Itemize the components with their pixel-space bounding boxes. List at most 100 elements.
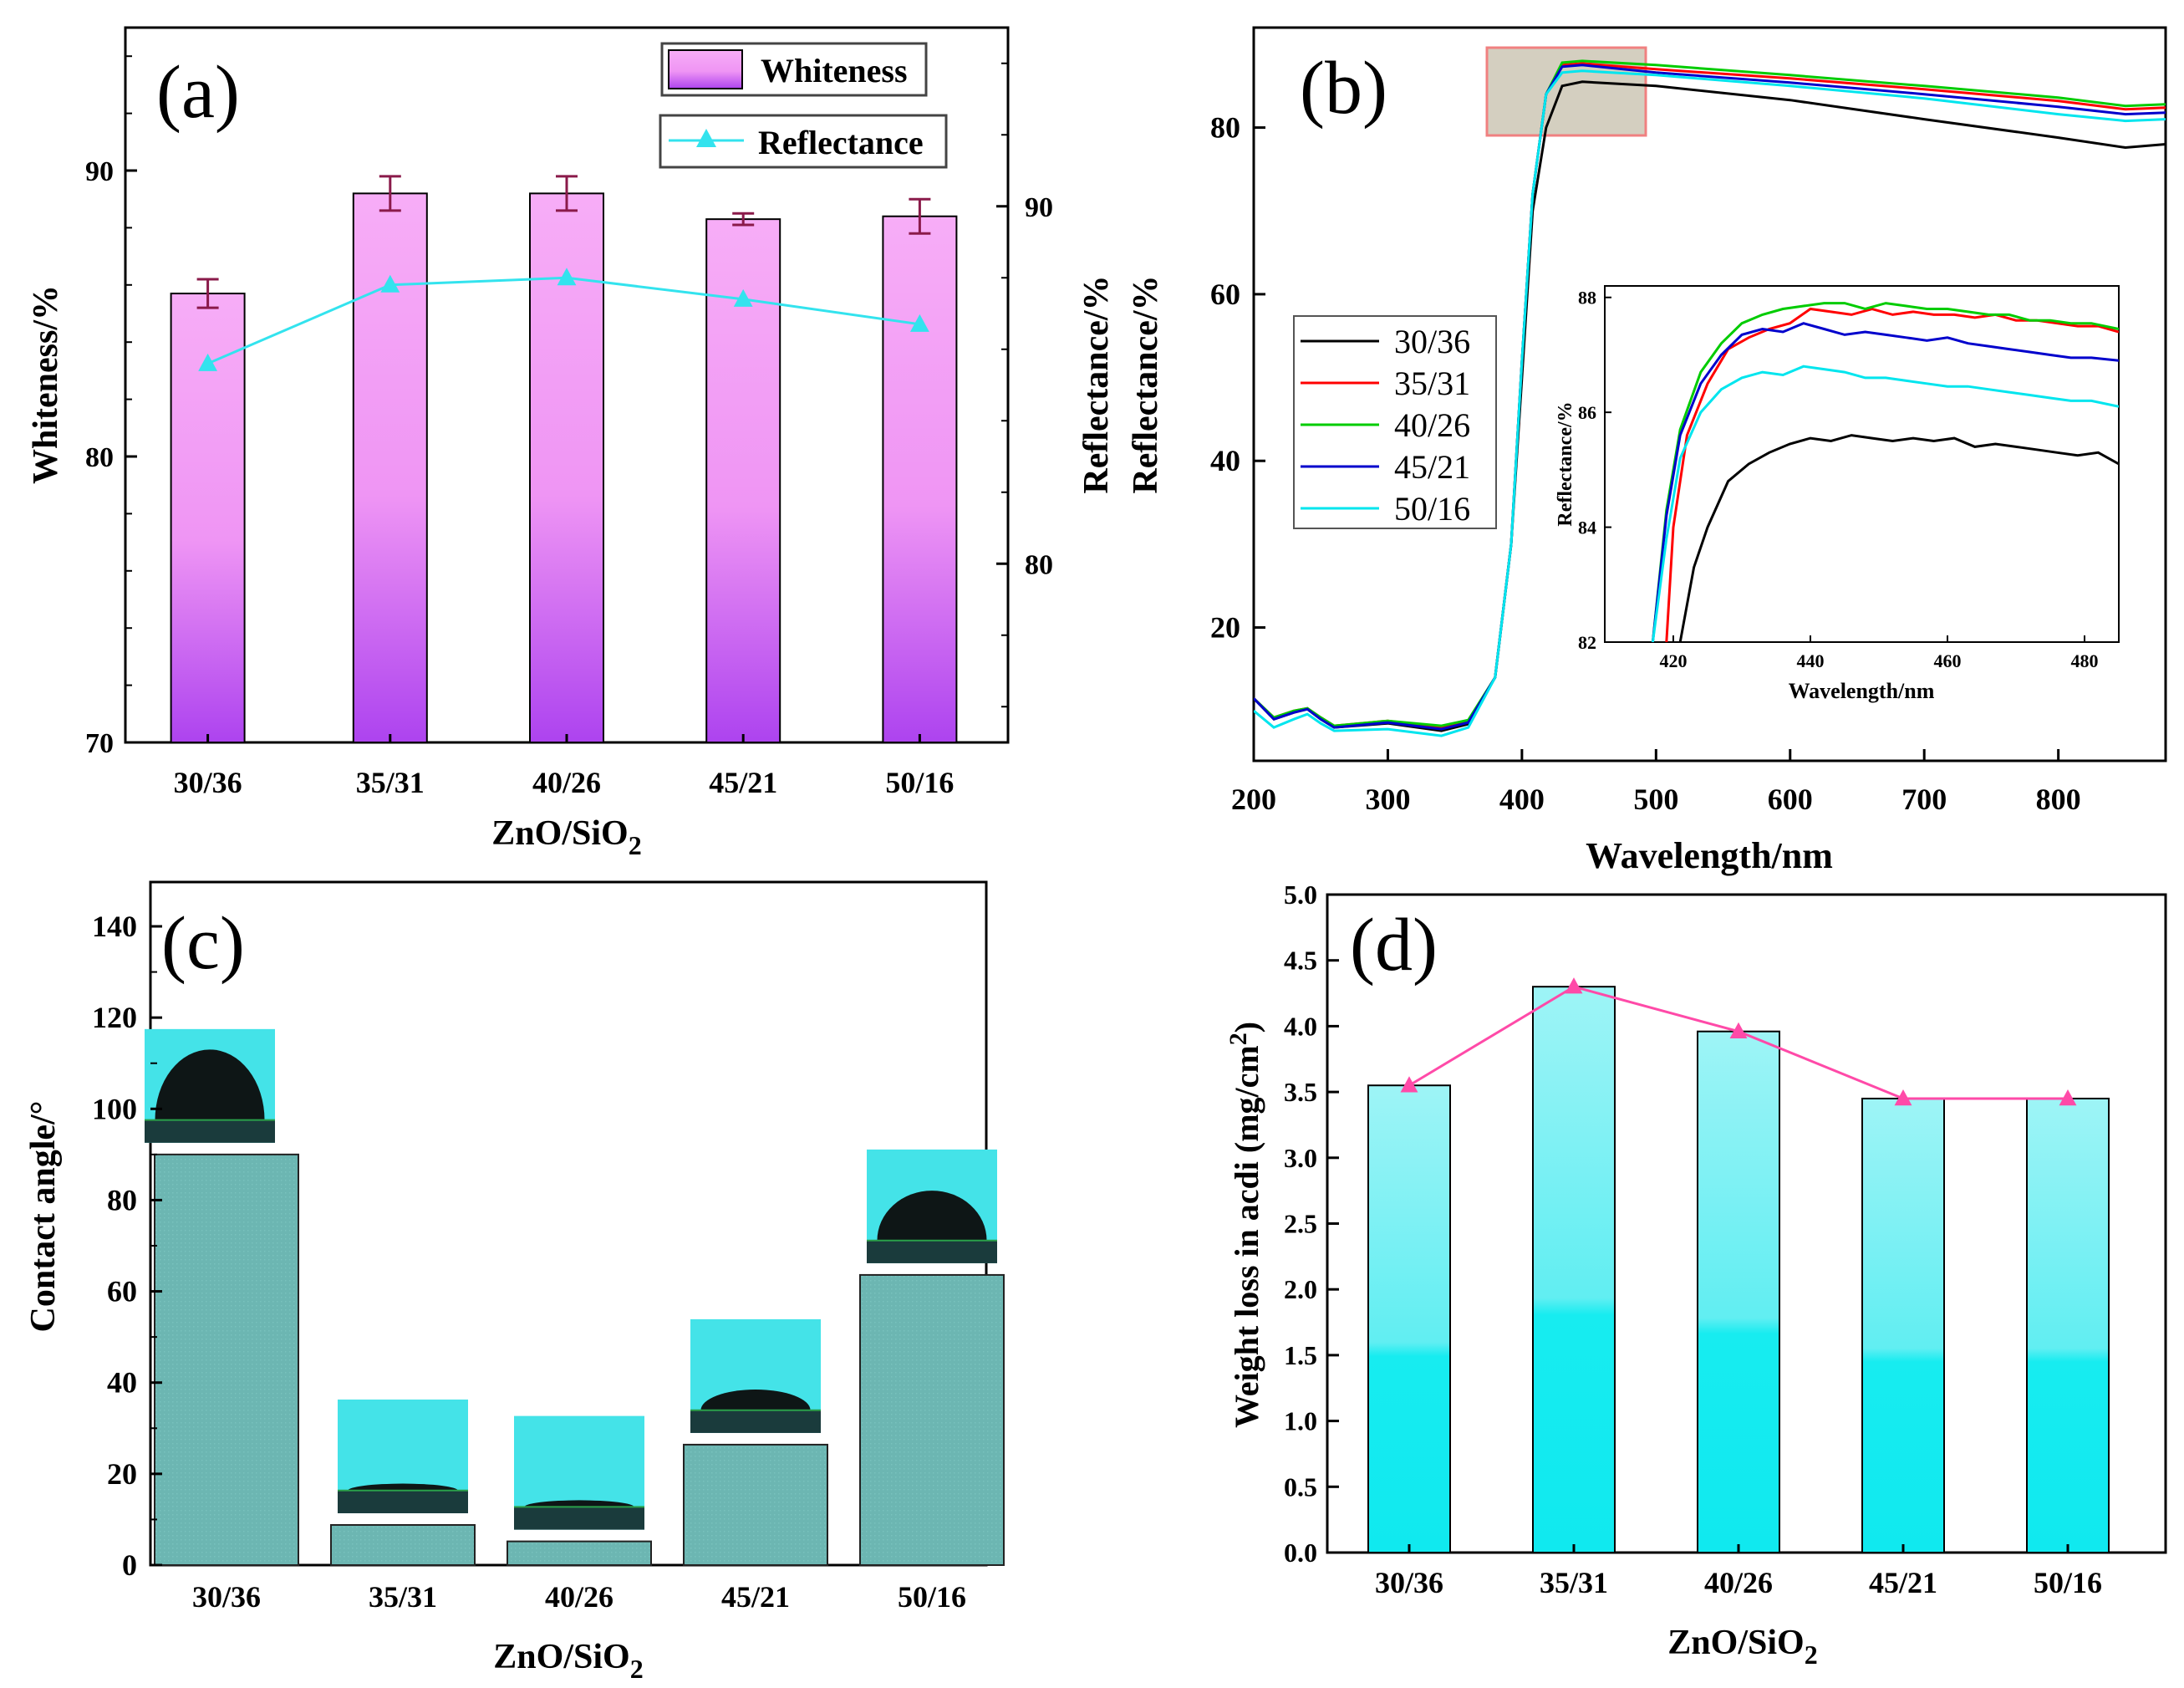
legend-reflectance-label: Reflectance bbox=[758, 124, 924, 161]
x-tick-label-50/16: 50/16 bbox=[898, 1580, 966, 1614]
legend-whiteness-label: Whiteness bbox=[761, 52, 908, 89]
x-tick-label-45/21: 45/21 bbox=[721, 1580, 790, 1614]
droplet-shape bbox=[524, 1500, 634, 1507]
droplet-shape bbox=[348, 1483, 458, 1491]
x-tick-label-400: 400 bbox=[1499, 783, 1545, 816]
y-tick-label-3.5: 3.5 bbox=[1284, 1077, 1317, 1107]
weight-loss-point-45/21 bbox=[1894, 1089, 1912, 1106]
droplet-substrate bbox=[145, 1119, 275, 1143]
panel-d-xlabel: ZnO/SiO2 bbox=[1667, 1624, 1817, 1670]
y-tick-label-4.0: 4.0 bbox=[1284, 1011, 1317, 1041]
panel-d-label: (d) bbox=[1350, 904, 1438, 987]
inset-x-tick-label-420: 420 bbox=[1660, 650, 1688, 671]
droplet-shape bbox=[700, 1389, 811, 1410]
panel-a-ylabel-right: Reflectance/% bbox=[1077, 275, 1116, 493]
x-tick-label-600: 600 bbox=[1768, 783, 1813, 816]
x-tick-label-30/36: 30/36 bbox=[1375, 1566, 1443, 1599]
y-tick-label-1.0: 1.0 bbox=[1284, 1406, 1317, 1436]
panel-d-weight-loss-chart: 30/36 35/31 40/26 45/21 50/16 0.0 0.5 1.0 1.5 2.0… bbox=[1224, 880, 2167, 1670]
droplet-photo-45/21 bbox=[690, 1318, 821, 1433]
y-right-tick-label-90: 90 bbox=[1025, 192, 1053, 223]
contact-angle-bar-45/21 bbox=[683, 1443, 828, 1566]
x-tick-label-45/21: 45/21 bbox=[1869, 1566, 1937, 1599]
weight-loss-bar-50/16 bbox=[2026, 1097, 2110, 1553]
y-tick-label-1.5: 1.5 bbox=[1284, 1340, 1317, 1370]
inset-x-tick-label-440: 440 bbox=[1797, 650, 1825, 671]
panel-b-ylabel: Reflectance/% bbox=[1127, 275, 1165, 493]
legend-label-30/36: 30/36 bbox=[1394, 323, 1470, 360]
inset-line-40/26 bbox=[1651, 302, 2119, 642]
y-tick-label-2.5: 2.5 bbox=[1284, 1209, 1317, 1239]
y-tick-label-2.0: 2.0 bbox=[1284, 1274, 1317, 1304]
legend-label-50/16: 50/16 bbox=[1394, 490, 1470, 528]
contact-angle-bar-40/26 bbox=[507, 1540, 652, 1566]
panel-a-ylabel: Whiteness/% bbox=[27, 285, 65, 484]
x-tick-label-200: 200 bbox=[1231, 783, 1276, 816]
y-tick-label-5.0: 5.0 bbox=[1284, 880, 1317, 910]
y-tick-label-4.5: 4.5 bbox=[1284, 946, 1317, 976]
weight-loss-bar-30/36 bbox=[1367, 1084, 1451, 1553]
x-tick-label-300: 300 bbox=[1365, 783, 1410, 816]
weight-loss-bar-35/31 bbox=[1532, 986, 1616, 1554]
weight-loss-point-40/26 bbox=[1729, 1022, 1748, 1038]
droplet-photo-30/36 bbox=[145, 1028, 275, 1143]
x-tick-label-700: 700 bbox=[1901, 783, 1947, 816]
weight-loss-point-50/16 bbox=[2059, 1089, 2077, 1106]
reflectance-point-45/21 bbox=[733, 288, 753, 307]
y-tick-label-70: 70 bbox=[85, 728, 114, 759]
x-tick-label-40/26: 40/26 bbox=[1704, 1566, 1773, 1599]
x-tick-label-35/31: 35/31 bbox=[369, 1580, 437, 1614]
x-tick-label-35/31: 35/31 bbox=[1540, 1566, 1608, 1599]
y-right-tick-label-80: 80 bbox=[1025, 549, 1053, 580]
y-tick-label-140: 140 bbox=[92, 910, 137, 943]
legend-label-35/31: 35/31 bbox=[1394, 365, 1470, 402]
x-tick-label-50/16: 50/16 bbox=[885, 766, 954, 799]
inset-ylabel: Reflectance/% bbox=[1555, 401, 1576, 526]
droplet-photo-35/31 bbox=[338, 1399, 468, 1513]
x-tick-label-40/26: 40/26 bbox=[532, 766, 601, 799]
x-tick-label-40/26: 40/26 bbox=[545, 1580, 613, 1614]
x-tick-label-800: 800 bbox=[2036, 783, 2081, 816]
inset-line-50/16 bbox=[1651, 365, 2119, 642]
inset-y-tick-label-86: 86 bbox=[1578, 402, 1596, 423]
droplet-photo-50/16 bbox=[867, 1149, 997, 1263]
y-tick-label-20: 20 bbox=[107, 1457, 137, 1491]
inset-xlabel: Wavelength/nm bbox=[1789, 679, 1935, 703]
panel-b-label: (b) bbox=[1300, 47, 1387, 130]
y-tick-label-80: 80 bbox=[107, 1183, 137, 1216]
x-tick-label-50/16: 50/16 bbox=[2034, 1566, 2102, 1599]
y-tick-label-20: 20 bbox=[1210, 611, 1240, 645]
inset-line-30/36 bbox=[1678, 434, 2119, 642]
droplet-substrate bbox=[690, 1410, 821, 1433]
panel-b-xlabel: Wavelength/nm bbox=[1586, 835, 1833, 876]
y-tick-label-40: 40 bbox=[107, 1366, 137, 1400]
panel-c-xlabel: ZnO/SiO2 bbox=[493, 1638, 643, 1684]
weight-loss-bar-40/26 bbox=[1697, 1030, 1780, 1554]
droplet-substrate bbox=[867, 1240, 997, 1263]
whiteness-bar-50/16 bbox=[882, 215, 958, 744]
panel-c-label: (c) bbox=[161, 902, 245, 985]
x-tick-label-30/36: 30/36 bbox=[192, 1580, 261, 1614]
y-tick-label-40: 40 bbox=[1210, 444, 1240, 477]
y-tick-label-120: 120 bbox=[92, 1001, 137, 1034]
reflectance-point-30/36 bbox=[198, 353, 217, 371]
y-tick-label-60: 60 bbox=[1210, 278, 1240, 311]
weight-loss-point-30/36 bbox=[1400, 1076, 1418, 1093]
panel-c-ylabel: Contact angle/° bbox=[24, 1101, 63, 1333]
droplet-substrate bbox=[514, 1507, 644, 1530]
x-tick-label-45/21: 45/21 bbox=[709, 766, 777, 799]
legend-label-45/21: 45/21 bbox=[1394, 448, 1470, 486]
panel-d-ylabel: Weight loss in acdi (mg/cm2) bbox=[1224, 1022, 1265, 1428]
inset-x-tick-label-460: 460 bbox=[1934, 650, 1962, 671]
y-tick-label-90: 90 bbox=[85, 156, 114, 187]
inset-y-tick-label-82: 82 bbox=[1578, 632, 1596, 653]
weight-loss-bar-45/21 bbox=[1861, 1097, 1945, 1553]
reflectance-point-40/26 bbox=[557, 268, 577, 286]
y-tick-label-0: 0 bbox=[122, 1548, 137, 1582]
inset-y-tick-label-84: 84 bbox=[1578, 518, 1596, 538]
panel-a-legend: Whiteness Reflectance bbox=[659, 42, 948, 169]
panel-c-contact-angle-chart: 30/36 35/31 40/26 45/21 50/16 0 20 40 60 80 100 120… bbox=[24, 880, 1005, 1684]
droplet-shape bbox=[155, 1049, 265, 1120]
inset-x-tick-label-480: 480 bbox=[2071, 650, 2099, 671]
